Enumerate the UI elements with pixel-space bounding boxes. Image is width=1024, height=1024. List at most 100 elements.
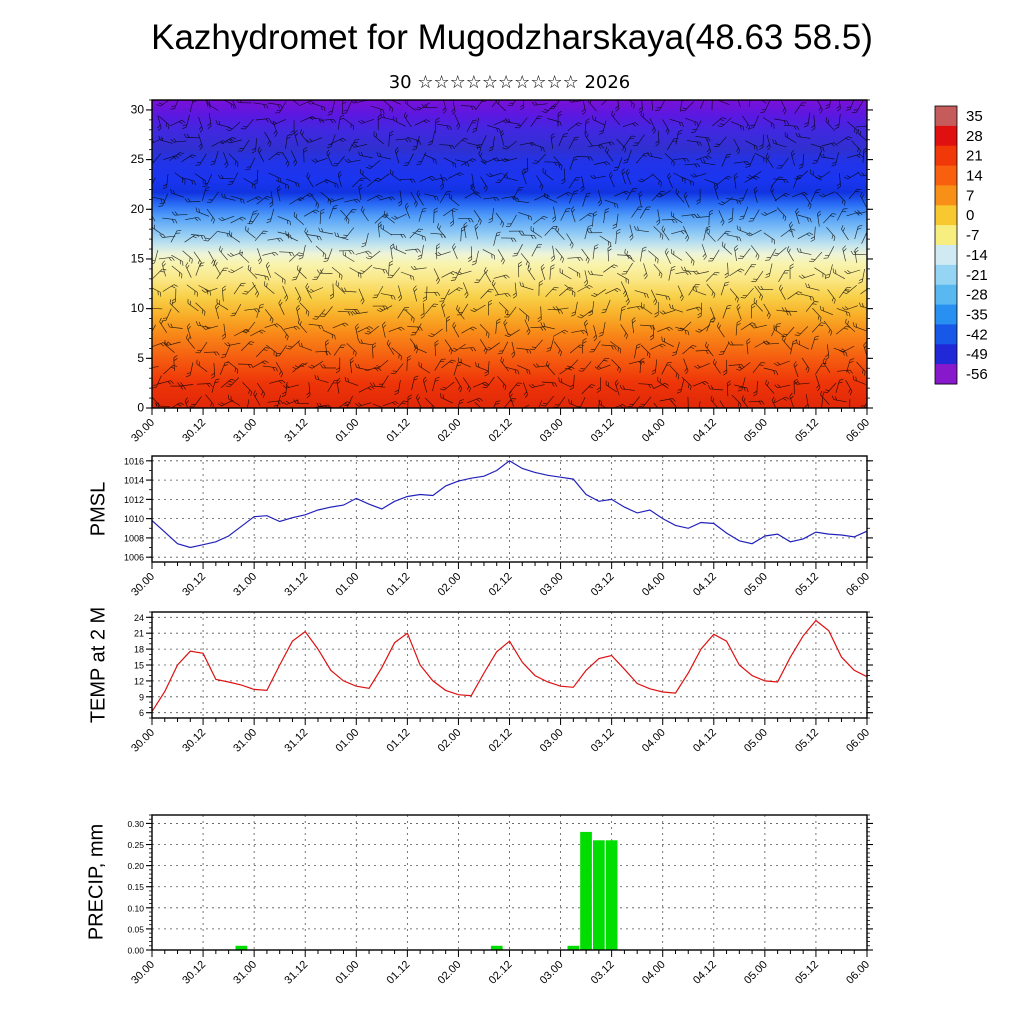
svg-text:04.00: 04.00 — [640, 571, 668, 599]
svg-text:03.12: 03.12 — [589, 959, 617, 987]
svg-text:05.00: 05.00 — [742, 417, 770, 445]
svg-text:06.00: 06.00 — [844, 727, 872, 755]
svg-text:05.12: 05.12 — [793, 417, 821, 445]
svg-text:02.12: 02.12 — [487, 417, 515, 445]
svg-text:1016: 1016 — [124, 456, 144, 466]
svg-text:31.12: 31.12 — [282, 959, 310, 987]
svg-text:04.00: 04.00 — [640, 417, 668, 445]
svg-text:18: 18 — [134, 645, 144, 655]
svg-text:02.00: 02.00 — [436, 727, 464, 755]
svg-text:01.12: 01.12 — [385, 727, 413, 755]
svg-text:06.00: 06.00 — [844, 571, 872, 599]
svg-text:01.00: 01.00 — [333, 727, 361, 755]
svg-text:0: 0 — [966, 207, 974, 224]
svg-text:-21: -21 — [966, 267, 988, 284]
svg-text:30.12: 30.12 — [180, 417, 208, 445]
svg-text:-35: -35 — [966, 307, 988, 324]
svg-text:03.12: 03.12 — [589, 727, 617, 755]
svg-text:5: 5 — [137, 351, 144, 365]
svg-text:28: 28 — [966, 128, 983, 145]
svg-text:9: 9 — [139, 692, 144, 702]
svg-text:31.12: 31.12 — [282, 571, 310, 599]
svg-text:01.00: 01.00 — [333, 959, 361, 987]
svg-text:15: 15 — [134, 661, 144, 671]
svg-text:06.00: 06.00 — [844, 959, 872, 987]
svg-text:02.00: 02.00 — [436, 571, 464, 599]
svg-text:04.12: 04.12 — [691, 727, 719, 755]
svg-text:01.12: 01.12 — [385, 571, 413, 599]
svg-text:30.00: 30.00 — [129, 959, 157, 987]
svg-text:0.15: 0.15 — [127, 882, 144, 892]
cross-section-chart: 30.00 30.12 31.00 31.12 01.00 01.12 02.00 02.12… — [129, 99, 873, 445]
svg-text:02.00: 02.00 — [436, 959, 464, 987]
svg-text:05.00: 05.00 — [742, 571, 770, 599]
page-title: Kazhydromet for Mugodzharskaya(48.63 58.… — [151, 18, 873, 57]
svg-text:30: 30 — [131, 102, 145, 116]
svg-text:31.00: 31.00 — [231, 727, 259, 755]
svg-text:30.12: 30.12 — [180, 959, 208, 987]
svg-text:20: 20 — [131, 202, 145, 216]
svg-text:35: 35 — [966, 108, 983, 125]
svg-text:21: 21 — [134, 629, 144, 639]
svg-text:03.00: 03.00 — [538, 571, 566, 599]
svg-text:0.30: 0.30 — [127, 819, 144, 829]
svg-text:03.12: 03.12 — [589, 571, 617, 599]
svg-text:03.00: 03.00 — [538, 959, 566, 987]
svg-text:31.00: 31.00 — [231, 417, 259, 445]
pmsl-axis-title: PMSL — [87, 481, 110, 537]
svg-text:01.12: 01.12 — [385, 959, 413, 987]
temperature-colorbar: 35 28 21 14 7 0 -7 -14 -21 -28 -35 -42 -49 -56 — [934, 105, 988, 385]
svg-text:04.00: 04.00 — [640, 727, 668, 755]
svg-text:30.12: 30.12 — [180, 727, 208, 755]
svg-text:05.00: 05.00 — [742, 727, 770, 755]
svg-text:0.00: 0.00 — [127, 946, 144, 956]
svg-text:06.00: 06.00 — [844, 417, 872, 445]
svg-text:03.00: 03.00 — [538, 417, 566, 445]
svg-text:04.00: 04.00 — [640, 959, 668, 987]
svg-text:05.12: 05.12 — [793, 571, 821, 599]
svg-text:05.12: 05.12 — [793, 727, 821, 755]
svg-text:6: 6 — [139, 708, 144, 718]
svg-text:1006: 1006 — [124, 553, 144, 563]
svg-text:14: 14 — [966, 168, 983, 185]
svg-text:10: 10 — [131, 301, 145, 315]
cross-section-subtitle: 30 ☆☆☆☆☆☆☆☆☆☆ 2026 — [388, 72, 631, 93]
svg-text:-56: -56 — [966, 366, 988, 383]
svg-text:-7: -7 — [966, 227, 979, 244]
svg-text:02.12: 02.12 — [487, 571, 515, 599]
svg-text:05.00: 05.00 — [742, 959, 770, 987]
svg-text:31.00: 31.00 — [231, 959, 259, 987]
precip-chart: 30.00 30.12 31.00 31.12 01.00 01.12 02.00 02.12… — [127, 814, 873, 987]
svg-text:1012: 1012 — [124, 495, 144, 505]
svg-text:25: 25 — [131, 152, 145, 166]
svg-text:1008: 1008 — [124, 533, 144, 543]
svg-text:31.00: 31.00 — [231, 571, 259, 599]
svg-text:03.00: 03.00 — [538, 727, 566, 755]
svg-text:31.12: 31.12 — [282, 727, 310, 755]
svg-text:0: 0 — [137, 401, 144, 415]
temp-chart: 30.00 30.12 31.00 31.12 01.00 01.12 02.00 02.12… — [129, 611, 873, 755]
svg-text:30.00: 30.00 — [129, 417, 157, 445]
temp-axis-title: TEMP at 2 M — [87, 606, 110, 724]
svg-text:15: 15 — [131, 251, 145, 265]
svg-text:02.00: 02.00 — [436, 417, 464, 445]
svg-text:-42: -42 — [966, 326, 988, 343]
svg-text:1010: 1010 — [124, 514, 144, 524]
svg-text:03.12: 03.12 — [589, 417, 617, 445]
svg-text:7: 7 — [966, 187, 974, 204]
svg-text:12: 12 — [134, 676, 144, 686]
svg-text:30.12: 30.12 — [180, 571, 208, 599]
svg-text:05.12: 05.12 — [793, 959, 821, 987]
svg-text:02.12: 02.12 — [487, 727, 515, 755]
pmsl-chart: 30.00 30.12 31.00 31.12 01.00 01.12 02.00 02.12… — [124, 455, 873, 599]
svg-text:04.12: 04.12 — [691, 571, 719, 599]
svg-text:1014: 1014 — [124, 476, 144, 486]
svg-text:0.10: 0.10 — [127, 903, 144, 913]
svg-text:21: 21 — [966, 148, 983, 165]
svg-text:0.25: 0.25 — [127, 840, 144, 850]
svg-text:01.12: 01.12 — [385, 417, 413, 445]
svg-text:31.12: 31.12 — [282, 417, 310, 445]
svg-text:30.00: 30.00 — [129, 727, 157, 755]
svg-text:01.00: 01.00 — [333, 571, 361, 599]
